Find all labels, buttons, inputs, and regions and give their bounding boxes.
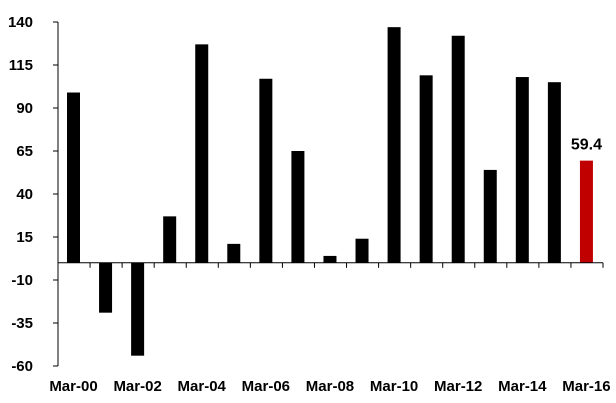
bar: [515, 77, 529, 263]
y-tick-label: 65: [16, 143, 33, 160]
y-tick-label: 90: [16, 100, 33, 117]
data-label: 59.4: [571, 137, 602, 154]
x-tick-label: Mar-02: [113, 378, 161, 395]
y-tick-label: 15: [16, 229, 33, 246]
bars: [67, 27, 593, 356]
x-tick-label: Mar-12: [434, 378, 482, 395]
bar: [227, 243, 241, 263]
bar: [547, 82, 561, 263]
bar: [355, 238, 369, 263]
y-tick-label: 115: [9, 57, 33, 74]
x-tick-label: Mar-06: [242, 378, 290, 395]
bar: [163, 216, 177, 263]
data-labels: 59.4: [571, 137, 602, 154]
bar: [67, 92, 80, 263]
y-tick-label: -10: [11, 272, 33, 289]
x-tick-label: Mar-10: [370, 378, 418, 395]
y-tick-label: 140: [8, 14, 33, 31]
y-axis: 140 115 90 65 40 15 -10 -35 -60: [8, 14, 59, 375]
x-axis: Mar-00 Mar-02 Mar-04 Mar-06 Mar-08 Mar-10 Mar-…: [49, 262, 611, 395]
bar: [195, 44, 209, 263]
y-tick-label: -35: [11, 315, 33, 332]
bar: [99, 262, 113, 313]
x-tick-label: Mar-00: [49, 378, 97, 395]
x-tick-label: Mar-08: [306, 378, 354, 395]
bar: [387, 27, 401, 263]
bar: [451, 35, 465, 263]
bar: [291, 151, 305, 263]
y-tick-label: -60: [11, 358, 33, 375]
bar: [131, 262, 145, 356]
bar: [419, 75, 433, 263]
bar: [323, 255, 337, 263]
bar: [259, 78, 273, 263]
y-tick-label: 40: [16, 186, 33, 203]
x-tick-label: Mar-16: [562, 378, 610, 395]
bar: [483, 169, 497, 263]
x-tick-label: Mar-04: [178, 378, 227, 395]
bar-highlight: [579, 160, 593, 263]
x-tick-label: Mar-14: [498, 378, 547, 395]
